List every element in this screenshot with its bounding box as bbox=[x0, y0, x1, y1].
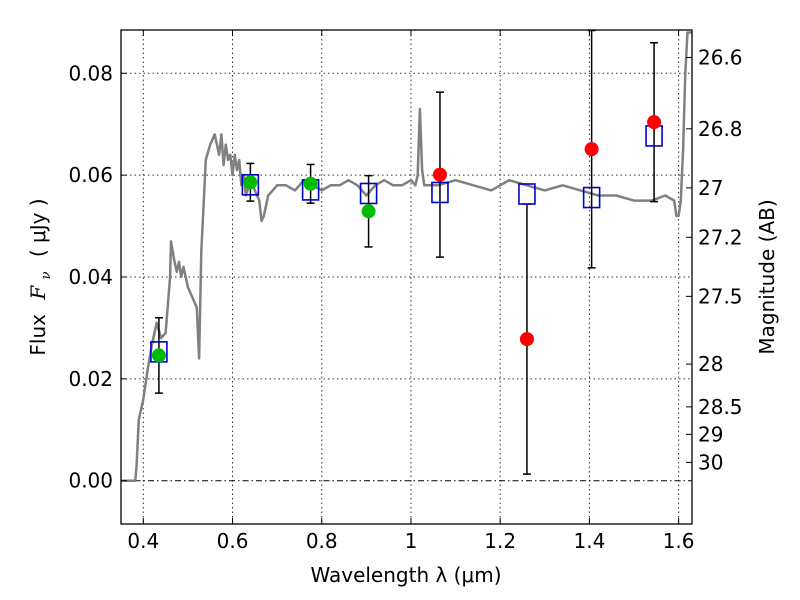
x-tick-label: 0.6 bbox=[217, 529, 249, 553]
right-tick-label: 26.8 bbox=[698, 117, 743, 141]
x-tick-label: 1.4 bbox=[573, 529, 605, 553]
right-tick-label: 30 bbox=[698, 450, 723, 474]
model-photometry-point bbox=[582, 186, 601, 209]
grid-layer bbox=[121, 30, 692, 524]
right-tick-label: 27.2 bbox=[698, 225, 743, 249]
y-axis-left: 0.00 0.02 0.04 0.06 0.08 bbox=[68, 61, 127, 493]
y-label-subscript: ν bbox=[39, 271, 54, 279]
right-tick-label: 28.5 bbox=[698, 395, 743, 419]
x-tick-label: 1.2 bbox=[484, 529, 516, 553]
model-photometry-point bbox=[241, 174, 260, 196]
x-tick-label: 0.8 bbox=[306, 529, 338, 553]
y-label-prefix: Flux bbox=[26, 314, 50, 356]
model-photometry-point bbox=[359, 182, 378, 205]
upper-limit-point bbox=[647, 115, 662, 130]
detection-point bbox=[361, 204, 376, 219]
x-tick-label: 1 bbox=[405, 529, 418, 553]
right-tick-label: 29 bbox=[698, 422, 723, 446]
y-tick-label: 0.02 bbox=[68, 367, 113, 391]
y-label-symbol: F bbox=[26, 285, 50, 301]
detection-point bbox=[151, 348, 166, 363]
x-axis: 0.4 0.6 0.8 1 1.2 1.4 1.6 bbox=[127, 30, 695, 553]
y-tick-label: 0.06 bbox=[68, 163, 113, 187]
y-label-unit: ( μJy ) bbox=[26, 198, 50, 257]
model-photometry-point bbox=[518, 183, 536, 205]
right-tick-label: 28 bbox=[698, 352, 723, 376]
detection-point bbox=[303, 176, 318, 191]
model-photometry-point bbox=[431, 181, 449, 204]
right-tick-label: 27 bbox=[698, 176, 723, 200]
x-tick-label: 1.6 bbox=[663, 529, 695, 553]
y-tick-label: 0.04 bbox=[68, 265, 113, 289]
y-tick-label: 0.08 bbox=[68, 61, 113, 85]
detection-point bbox=[243, 175, 258, 190]
x-tick-label: 0.4 bbox=[127, 529, 159, 553]
y-axis-right-label: Magnitude (AB) bbox=[755, 199, 779, 354]
upper-limit-point bbox=[584, 142, 599, 157]
y-axis-right: 26.6 26.8 27 27.2 27.5 28 28.5 29 30 bbox=[686, 46, 743, 474]
right-tick-label: 27.5 bbox=[698, 284, 743, 308]
upper-limit-point bbox=[432, 167, 447, 182]
y-axis-left-label: Flux F ν ( μJy ) bbox=[26, 198, 55, 355]
right-tick-label: 26.6 bbox=[698, 46, 743, 70]
sed-model-line bbox=[121, 31, 692, 482]
y-tick-label: 0.00 bbox=[68, 469, 113, 493]
upper-limit-point bbox=[519, 332, 534, 347]
x-axis-label: Wavelength λ (μm) bbox=[310, 563, 501, 587]
plot-area bbox=[121, 29, 692, 482]
